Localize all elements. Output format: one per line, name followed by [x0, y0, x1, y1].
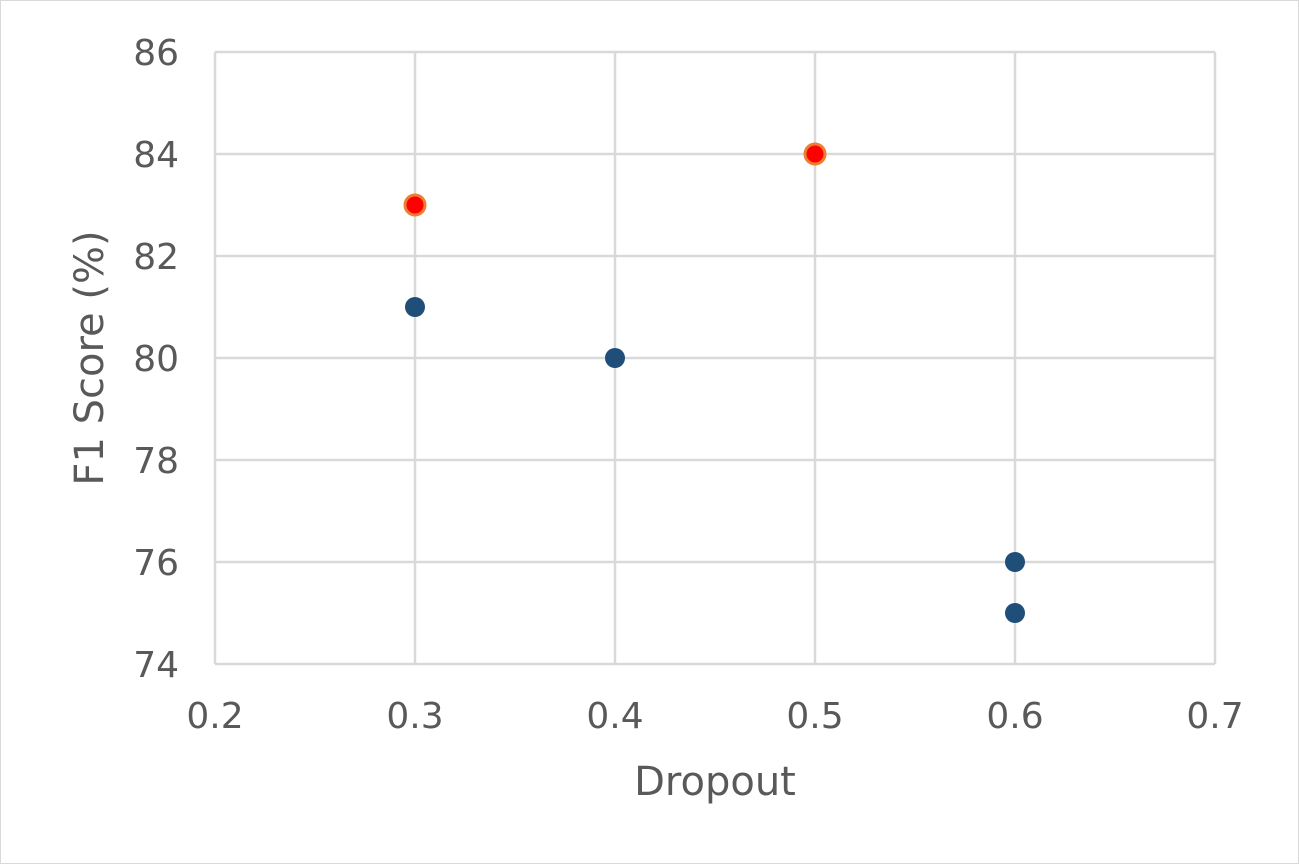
y-tick-label: 80 [133, 339, 179, 380]
data-point [403, 193, 427, 217]
data-point [405, 297, 425, 317]
data-point [1005, 552, 1025, 572]
y-axis-title: F1 Score (%) [67, 230, 113, 485]
gridlines [213, 50, 1217, 666]
x-tick-label: 0.4 [586, 696, 643, 737]
y-tick-label: 86 [133, 33, 179, 74]
x-tick-label: 0.7 [1186, 696, 1243, 737]
x-tick-label: 0.6 [986, 696, 1043, 737]
y-axis-ticks: 74 76 78 80 82 84 86 [133, 33, 179, 686]
y-tick-label: 76 [133, 543, 179, 584]
x-tick-label: 0.3 [386, 696, 443, 737]
data-point [803, 142, 827, 166]
y-tick-label: 78 [133, 441, 179, 482]
y-tick-label: 84 [133, 135, 179, 176]
x-axis-ticks: 0.2 0.3 0.4 0.5 0.6 0.7 [186, 696, 1243, 737]
x-axis-title: Dropout [634, 759, 796, 805]
data-point [1005, 603, 1025, 623]
y-tick-label: 82 [133, 237, 179, 278]
data-points [403, 142, 1025, 623]
data-point [605, 348, 625, 368]
y-tick-label: 74 [133, 645, 179, 686]
x-tick-label: 0.5 [786, 696, 843, 737]
x-tick-label: 0.2 [186, 696, 243, 737]
